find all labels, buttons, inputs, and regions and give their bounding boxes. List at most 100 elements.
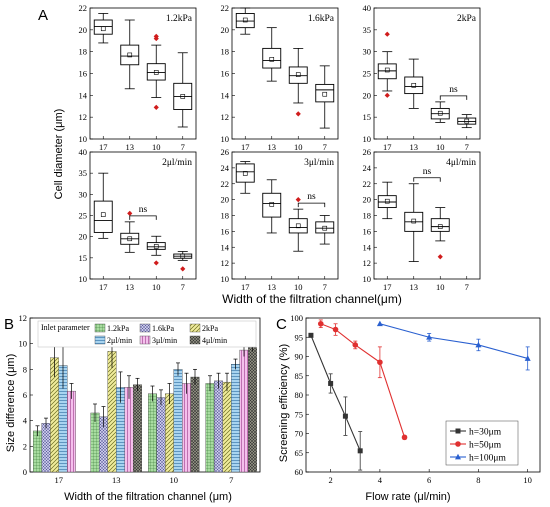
legend-swatch-hatch (190, 324, 200, 332)
y-tick-label: 4 (23, 416, 28, 426)
x-tick-label: 10 (436, 282, 445, 292)
x-tick-label: 17 (383, 282, 392, 292)
x-tick-label: 7 (323, 142, 327, 152)
y-tick-label: 95 (295, 332, 304, 342)
x-tick-label: 13 (126, 282, 135, 292)
y-tick-label: 10 (221, 134, 230, 144)
x-tick-label: 8 (476, 475, 480, 485)
x-tick-label: 6 (427, 475, 431, 485)
box-mean-marker (384, 67, 390, 73)
box-mean-marker (242, 171, 248, 176)
bar-hatch (33, 430, 42, 472)
x-tick-label: 7 (323, 282, 327, 292)
panel-c-ylabel: Screening efficiency (%) (278, 344, 290, 462)
box-mean-marker (100, 212, 106, 217)
y-tick-label: 6 (23, 390, 27, 400)
box-body (120, 44, 140, 66)
y-tick-label: 20 (363, 195, 372, 205)
bar-hatch (148, 393, 157, 472)
outlier-point (384, 31, 390, 37)
legend-label: 4μl/min (202, 336, 227, 345)
y-tick-label: 12 (79, 112, 88, 122)
legend-marker (455, 428, 461, 434)
x-tick-label: 10 (523, 475, 532, 485)
box-body (315, 83, 335, 103)
box-mean-marker (411, 218, 417, 224)
y-tick-label: 75 (295, 409, 304, 419)
x-tick-label: 10 (170, 475, 179, 485)
series-line (320, 323, 406, 438)
box-body (288, 66, 308, 84)
significance-bracket (129, 215, 157, 220)
x-tick-label: 10 (152, 282, 161, 292)
significance-bracket (297, 202, 326, 208)
x-tick-label: 17 (99, 282, 108, 292)
y-tick-label: 70 (295, 429, 304, 439)
y-tick-label: 65 (295, 448, 304, 458)
x-tick-label: 17 (55, 475, 64, 485)
x-tick-label: 2 (329, 475, 333, 485)
y-tick-label: 80 (295, 390, 304, 400)
bar-hatch (156, 397, 166, 472)
legend-label: 1.6kPa (152, 324, 174, 333)
y-tick-label: 16 (79, 69, 88, 79)
data-point (426, 334, 433, 340)
y-tick-label: 15 (79, 253, 88, 263)
box-mean-marker (464, 118, 470, 124)
bar-hatch (90, 412, 100, 472)
x-tick-label: 17 (99, 142, 108, 152)
box-body (315, 221, 335, 234)
y-tick-label: 10 (363, 274, 372, 284)
box-mean-marker (180, 253, 186, 259)
significance-bracket (413, 177, 441, 182)
x-tick-label: 10 (294, 282, 303, 292)
legend-label: h=30μm (469, 428, 502, 438)
subplot-label: 1.2kPa (166, 14, 193, 24)
panel-letter-b: B (4, 316, 14, 333)
box-body (430, 218, 450, 232)
y-tick-label: 14 (363, 242, 372, 252)
bar-hatch (165, 393, 174, 472)
y-tick-label: 22 (221, 179, 230, 189)
box-mean-marker (295, 72, 301, 77)
bar-hatch (173, 369, 183, 472)
bar-hatch (67, 391, 76, 472)
significance-label: ns (423, 167, 432, 177)
box-mean-marker (153, 70, 159, 75)
significance-bracket (439, 95, 468, 100)
bar-hatch (116, 387, 125, 472)
y-tick-label: 10 (19, 339, 28, 349)
significance-label: ns (449, 85, 458, 95)
x-tick-label: 17 (241, 142, 250, 152)
y-tick-label: 40 (79, 147, 88, 157)
series-line (379, 323, 528, 359)
x-tick-label: 13 (126, 142, 135, 152)
y-tick-label: 14 (79, 90, 88, 100)
x-tick-label: 7 (465, 282, 469, 292)
box-mean-marker (100, 26, 106, 32)
x-tick-label: 7 (465, 142, 469, 152)
y-tick-label: 12 (221, 258, 230, 268)
y-tick-label: 14 (221, 90, 230, 100)
legend-label: h=100μm (469, 454, 506, 464)
y-tick-label: 25 (79, 211, 88, 221)
legend-swatch-hatch (190, 336, 200, 344)
box-mean-marker (153, 244, 159, 249)
legend-label: 2kPa (202, 324, 218, 333)
bar-hatch (205, 383, 215, 472)
y-tick-label: 25 (363, 69, 372, 79)
bar-hatch (58, 365, 68, 472)
subplot-label: 4μl/min (446, 158, 476, 168)
legend-swatch-hatch (140, 336, 150, 344)
bar-hatch (41, 423, 51, 472)
data-point (328, 380, 334, 386)
y-tick-label: 100 (290, 313, 303, 323)
y-tick-label: 35 (363, 25, 372, 35)
y-tick-label: 22 (221, 3, 230, 13)
bar-hatch (222, 382, 232, 472)
y-tick-label: 18 (363, 211, 372, 221)
box-body (288, 218, 308, 234)
x-tick-label: 13 (268, 142, 277, 152)
y-tick-label: 20 (221, 195, 230, 205)
